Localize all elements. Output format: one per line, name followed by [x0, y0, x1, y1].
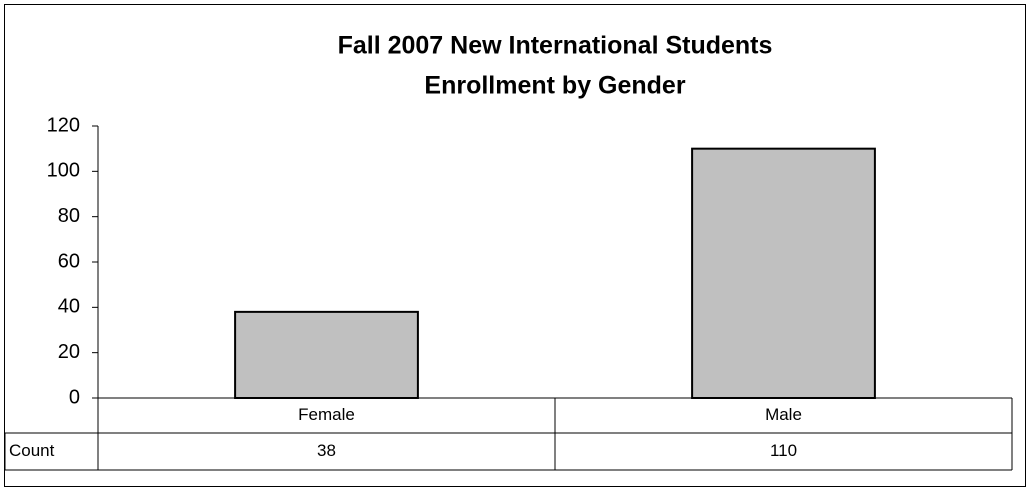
y-tick-label: 80 — [58, 205, 80, 227]
table-row-label: Count — [9, 441, 55, 460]
y-tick-label: 40 — [58, 296, 80, 318]
x-tick-label: Male — [765, 405, 802, 424]
y-tick-label: 60 — [58, 250, 80, 272]
x-tick-label: Female — [298, 405, 355, 424]
bar — [691, 147, 876, 399]
table-value: 38 — [317, 441, 336, 460]
y-tick-label: 20 — [58, 341, 80, 363]
chart-title: Enrollment by Gender — [424, 72, 685, 100]
y-tick-label: 120 — [47, 114, 80, 136]
y-tick-label: 100 — [47, 160, 80, 182]
y-tick-label: 0 — [69, 386, 80, 408]
bar — [234, 310, 419, 399]
table-value: 110 — [770, 441, 797, 460]
chart-title: Fall 2007 New International Students — [338, 32, 773, 60]
